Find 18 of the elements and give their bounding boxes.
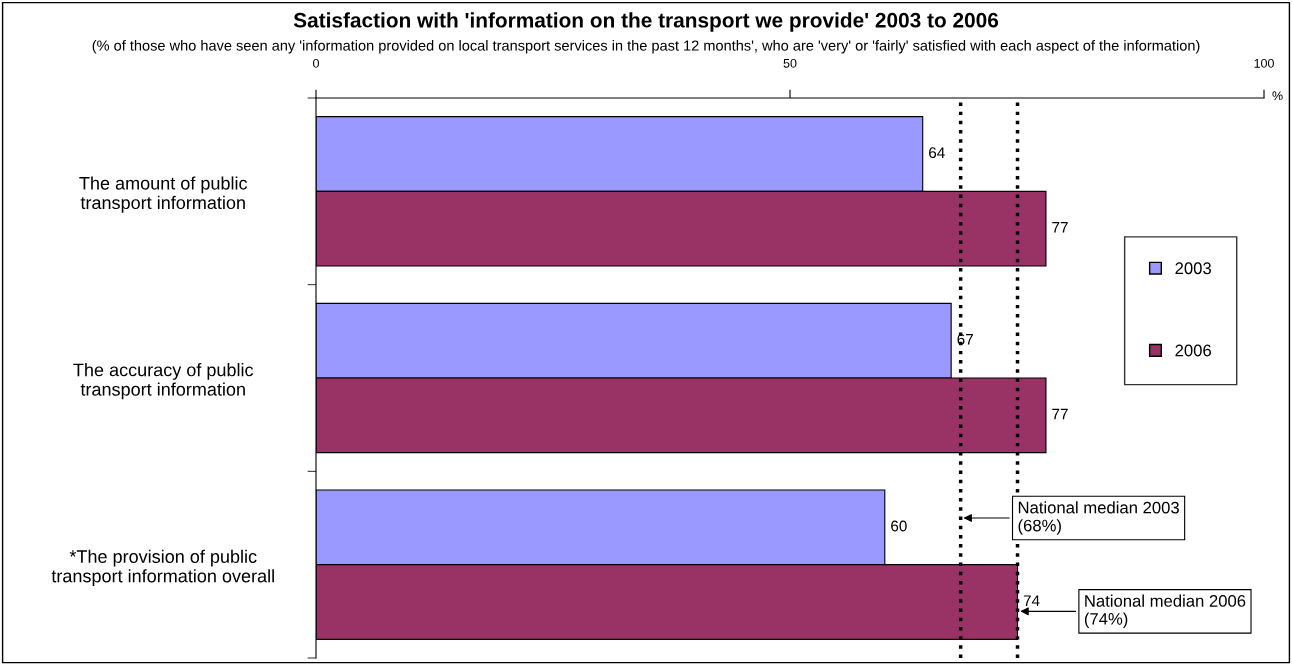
- ref-line-label: National median 2006 (74%): [1084, 594, 1246, 629]
- chart-subtitle: (% of those who have seen any 'information provided on local transport services in the past 12 months', who are 'very' or 'fairly' satisfied with each aspect of the information): [92, 40, 1200, 54]
- data-label: 64: [929, 147, 945, 159]
- data-label: 60: [891, 520, 907, 532]
- y-tick-label: *The provision of public transport information overall: [51, 549, 274, 586]
- legend-label: 2006: [1175, 344, 1211, 357]
- data-label: 77: [1052, 408, 1068, 420]
- y-tick-label: The amount of public transport information: [79, 176, 248, 213]
- ref-line-label: National median 2003 (68%): [1018, 501, 1179, 535]
- chart-title: Satisfaction with 'information on the transport we provide' 2003 to 2006: [293, 12, 999, 32]
- y-tick-label: The accuracy of public transport information: [73, 363, 254, 400]
- x-tick-label: 100: [1254, 58, 1274, 68]
- data-label: 74: [1023, 595, 1040, 606]
- x-axis-title: %: [1272, 91, 1283, 101]
- legend-label: 2003: [1175, 262, 1211, 275]
- x-tick-label: 50: [783, 58, 797, 68]
- data-label: 77: [1052, 222, 1068, 233]
- x-tick-label: 0: [313, 58, 319, 68]
